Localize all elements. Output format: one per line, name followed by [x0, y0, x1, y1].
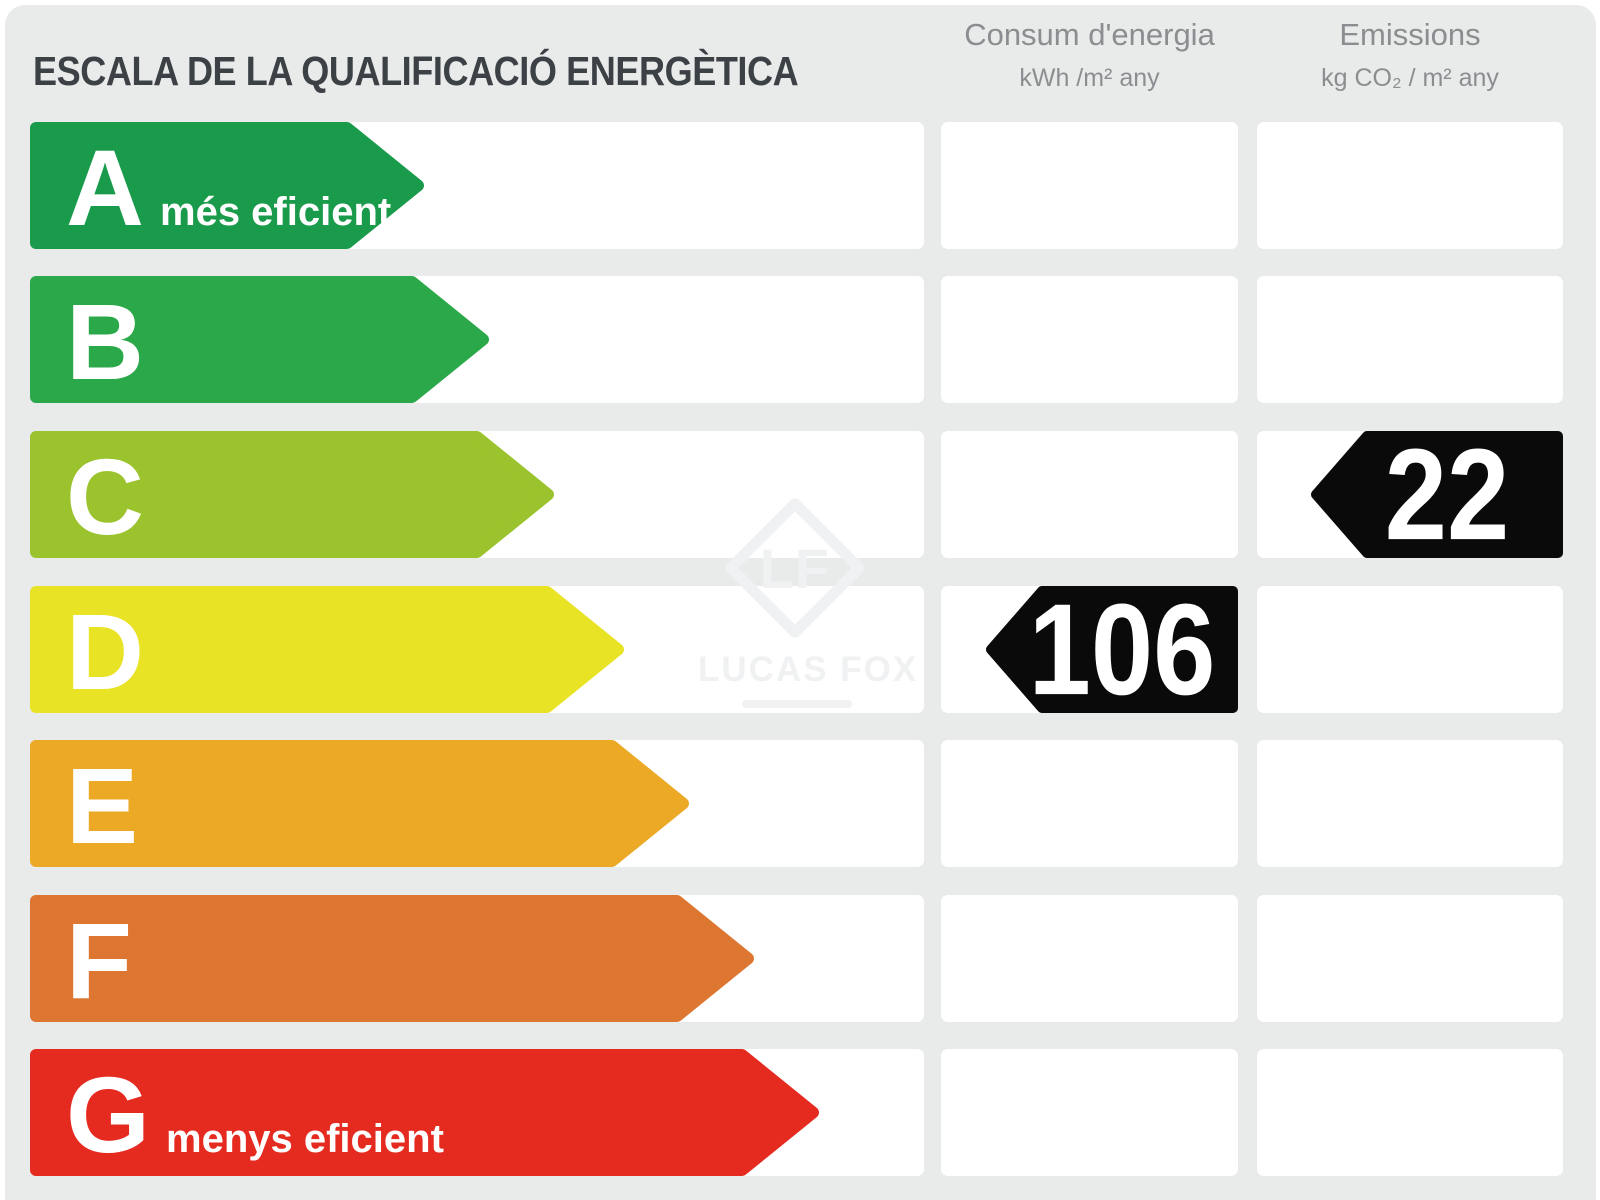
consum-cell-g: [941, 1049, 1238, 1176]
rating-bar-c: C: [30, 431, 555, 558]
emissions-label: Emissions: [1339, 17, 1481, 52]
rating-letter-a: A: [66, 127, 144, 248]
rating-row-b: B: [0, 276, 1600, 403]
rating-row-d: D: [0, 586, 1600, 713]
rating-row-c: C: [0, 431, 1600, 558]
rating-bar-text-d: D: [66, 598, 144, 706]
emissions-cell-g: [1257, 1049, 1563, 1176]
emissions-value-badge: 22: [1307, 422, 1563, 567]
rating-arrow-icon: [30, 740, 689, 867]
rating-letter-g: G: [66, 1054, 151, 1175]
rating-row-e: E: [0, 740, 1600, 867]
emissions-value: 22: [1384, 422, 1510, 567]
consum-cell-a: [941, 122, 1238, 249]
consum-value: 106: [1028, 577, 1216, 722]
badge-arrow-icon: [1311, 431, 1563, 558]
consum-label: Consum d'energia: [964, 17, 1215, 52]
rating-bar-b: B: [30, 276, 490, 403]
consum-cell-b: [941, 276, 1238, 403]
rating-bar-text-f: F: [66, 907, 132, 1015]
rating-letter-f: F: [66, 900, 132, 1021]
rating-letter-b: B: [66, 281, 144, 402]
rating-letter-c: C: [66, 436, 144, 557]
column-header-emissions: Emissions kg CO₂ / m² any: [1257, 17, 1563, 93]
rating-bar-f: F: [30, 895, 755, 1022]
rating-bar-text-b: B: [66, 288, 144, 396]
column-header-consum: Consum d'energia kWh /m² any: [941, 17, 1238, 93]
emissions-cell-e: [1257, 740, 1563, 867]
rating-note-a: més eficient: [160, 190, 392, 234]
consum-cell-c: [941, 431, 1238, 558]
rating-arrow-icon: [30, 431, 554, 558]
rating-bar-e: E: [30, 740, 690, 867]
page-title: ESCALA DE LA QUALIFICACIÓ ENERGÈTICA: [33, 48, 799, 94]
consum-cell-e: [941, 740, 1238, 867]
consum-cell-f: [941, 895, 1238, 1022]
rating-arrow-icon: [30, 122, 424, 249]
emissions-cell-a: [1257, 122, 1563, 249]
rating-arrow-icon: [30, 586, 624, 713]
rating-bar-text-e: E: [66, 752, 138, 860]
consum-value-badge: 106: [982, 577, 1238, 722]
badge-arrow-icon: [986, 586, 1238, 713]
consum-unit: kWh /m² any: [1019, 64, 1160, 93]
emissions-cell-d: [1257, 586, 1563, 713]
rating-arrow-icon: [30, 276, 489, 403]
rating-letter-e: E: [66, 745, 139, 866]
rating-arrow-icon: [30, 1049, 819, 1176]
emissions-cell-b: [1257, 276, 1563, 403]
rating-row-f: F: [0, 895, 1600, 1022]
emissions-unit: kg CO₂ / m² any: [1321, 64, 1499, 93]
rating-arrow-icon: [30, 895, 754, 1022]
rating-bar-text-c: C: [66, 443, 144, 551]
rating-letter-d: D: [66, 591, 144, 712]
rating-bar-d: D: [30, 586, 625, 713]
rating-note-g: menys eficient: [166, 1117, 444, 1161]
emissions-cell-f: [1257, 895, 1563, 1022]
